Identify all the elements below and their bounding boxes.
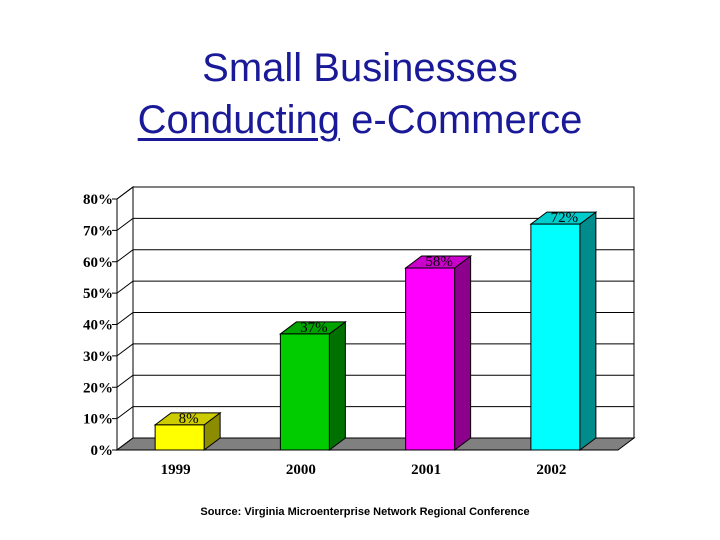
data-label: 37% — [300, 320, 328, 336]
data-label: 58% — [425, 254, 453, 270]
bar — [405, 267, 456, 451]
x-tick-label: 2002 — [536, 462, 566, 478]
y-tick-label: 30% — [83, 349, 113, 365]
y-tick-label: 70% — [83, 223, 113, 239]
x-tick-label: 1999 — [161, 462, 191, 478]
y-tick-label: 50% — [83, 286, 113, 302]
y-tick-label: 80% — [83, 192, 113, 208]
bar — [154, 424, 205, 451]
data-label: 8% — [179, 411, 199, 427]
y-tick-label: 40% — [83, 318, 113, 334]
title-line-1: Small Businesses — [202, 46, 518, 90]
title-underlined-word: Conducting — [137, 98, 341, 142]
bar-side — [454, 255, 472, 451]
slide-title: Small Businesses Conducting e-Commerce — [0, 42, 720, 146]
bar-side — [328, 320, 346, 451]
title-line-2: Conducting e-Commerce — [0, 94, 720, 146]
bar-side — [579, 211, 597, 451]
gridline — [116, 186, 634, 200]
title-line-2-rest: e-Commerce — [340, 98, 583, 142]
x-tick-label: 2000 — [286, 462, 316, 478]
bar — [530, 223, 581, 451]
gridline — [116, 249, 634, 263]
x-tick-label: 2001 — [411, 462, 441, 478]
y-tick-label: 0% — [91, 443, 114, 459]
gridline — [116, 217, 634, 231]
y-tick-label: 20% — [83, 380, 113, 396]
plot-area: 0% 10% 20% 30% 40% 50% 60% 70% 80% 8% 1999 37% 2000 5… — [83, 186, 636, 478]
y-tick-label: 60% — [83, 255, 113, 271]
data-label: 72% — [551, 210, 579, 226]
bar — [279, 333, 330, 451]
y-tick-label: 10% — [83, 412, 113, 428]
source-note: Source: Virginia Microenterprise Network… — [200, 506, 530, 518]
